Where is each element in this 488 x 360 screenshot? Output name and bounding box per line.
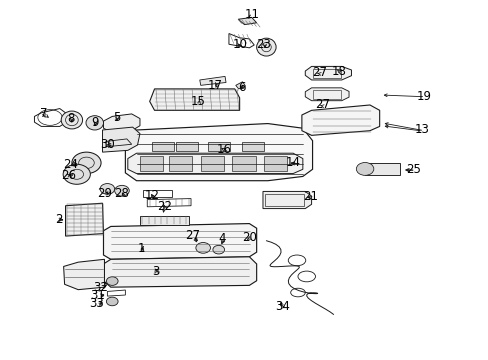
Polygon shape — [102, 127, 140, 152]
Text: 1: 1 — [138, 242, 145, 255]
Polygon shape — [201, 156, 224, 171]
Text: 16: 16 — [216, 143, 231, 156]
Text: 2: 2 — [55, 213, 62, 226]
Text: 13: 13 — [414, 123, 428, 136]
Text: 7: 7 — [41, 107, 48, 120]
Ellipse shape — [72, 152, 101, 174]
Ellipse shape — [106, 297, 118, 306]
Text: 34: 34 — [274, 300, 289, 313]
Ellipse shape — [196, 243, 210, 253]
Polygon shape — [200, 76, 225, 85]
Text: 6: 6 — [238, 81, 245, 94]
Text: 9: 9 — [91, 116, 99, 129]
Text: 8: 8 — [67, 112, 75, 125]
Text: 19: 19 — [416, 90, 431, 103]
Text: 11: 11 — [244, 8, 259, 21]
Polygon shape — [103, 114, 140, 133]
Ellipse shape — [86, 116, 103, 130]
Polygon shape — [127, 153, 302, 174]
Text: 17: 17 — [207, 79, 223, 92]
Text: 5: 5 — [113, 111, 121, 124]
Polygon shape — [140, 216, 188, 225]
Text: 21: 21 — [302, 190, 317, 203]
Polygon shape — [125, 123, 312, 181]
Ellipse shape — [212, 246, 224, 254]
Ellipse shape — [100, 184, 115, 194]
Text: 18: 18 — [331, 64, 346, 77]
Text: 12: 12 — [144, 189, 159, 202]
Polygon shape — [263, 192, 311, 208]
Text: 27: 27 — [312, 66, 326, 79]
Text: 23: 23 — [256, 39, 271, 51]
Polygon shape — [264, 156, 287, 171]
Polygon shape — [305, 66, 351, 80]
Text: 22: 22 — [157, 200, 171, 213]
Text: 31: 31 — [90, 289, 105, 302]
Polygon shape — [63, 259, 104, 290]
Polygon shape — [140, 156, 163, 171]
Polygon shape — [65, 203, 103, 236]
Polygon shape — [176, 143, 198, 151]
Polygon shape — [301, 105, 379, 135]
Ellipse shape — [63, 164, 90, 184]
Text: 28: 28 — [114, 187, 129, 200]
Text: 27: 27 — [184, 229, 200, 242]
Text: 10: 10 — [232, 39, 246, 51]
Text: 4: 4 — [219, 233, 226, 246]
Polygon shape — [207, 143, 229, 151]
Polygon shape — [149, 89, 239, 111]
Polygon shape — [365, 163, 399, 175]
Text: 32: 32 — [93, 281, 108, 294]
Text: 15: 15 — [190, 95, 205, 108]
Text: 24: 24 — [63, 158, 78, 171]
Polygon shape — [103, 224, 256, 259]
Ellipse shape — [356, 162, 373, 175]
Text: 29: 29 — [97, 187, 112, 200]
Ellipse shape — [106, 277, 118, 285]
Polygon shape — [152, 143, 174, 151]
Text: 3: 3 — [152, 265, 160, 278]
Polygon shape — [169, 156, 192, 171]
Polygon shape — [232, 156, 255, 171]
Text: 25: 25 — [406, 163, 420, 176]
Text: 20: 20 — [242, 231, 256, 244]
Text: 33: 33 — [89, 297, 103, 310]
Text: 30: 30 — [100, 139, 115, 152]
Ellipse shape — [256, 38, 276, 56]
Polygon shape — [242, 143, 264, 151]
Polygon shape — [305, 88, 348, 101]
Polygon shape — [235, 82, 245, 89]
Polygon shape — [103, 257, 256, 287]
Text: 14: 14 — [285, 156, 300, 169]
Text: 27: 27 — [314, 99, 329, 112]
Text: 26: 26 — [61, 169, 76, 182]
Ellipse shape — [115, 185, 129, 196]
Ellipse shape — [61, 111, 82, 129]
Polygon shape — [238, 18, 256, 24]
